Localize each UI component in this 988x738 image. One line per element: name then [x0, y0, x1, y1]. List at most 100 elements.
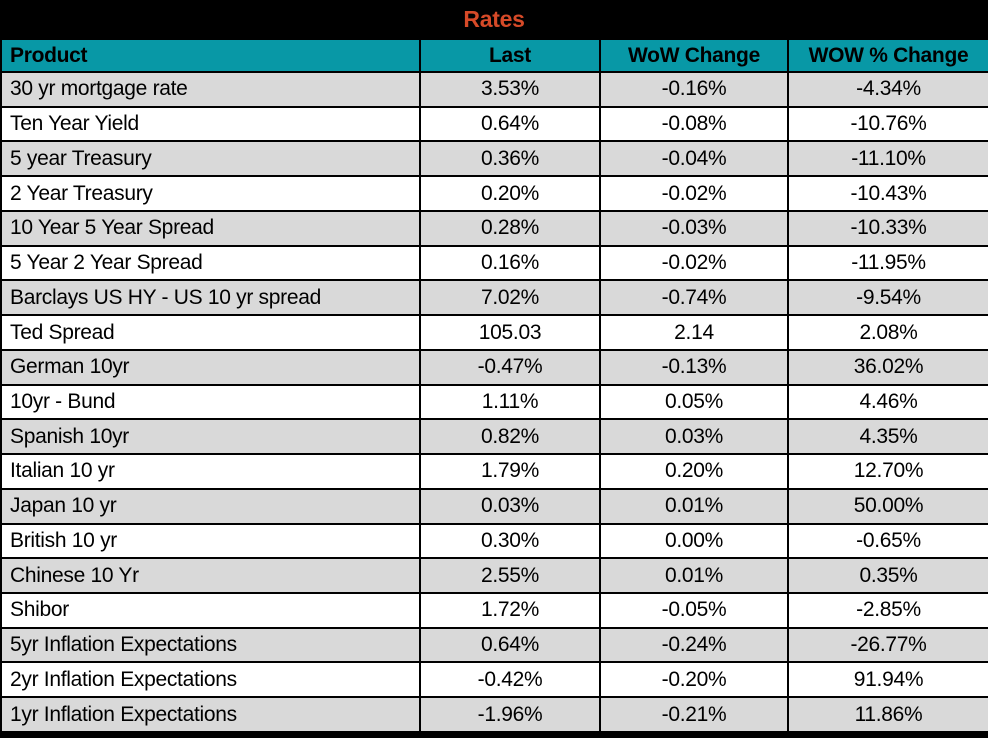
- wow-change-cell: -0.13%: [599, 348, 789, 386]
- last-cell: 1.79%: [419, 453, 601, 490]
- product-cell: 2yr Inflation Expectations: [0, 661, 421, 699]
- column-header-wow-change: WoW Change: [599, 38, 789, 73]
- wow-change-cell: -0.24%: [599, 626, 789, 664]
- product-cell: 10 Year 5 Year Spread: [0, 209, 421, 247]
- last-cell: -1.96%: [419, 696, 601, 733]
- table-row: 10 Year 5 Year Spread 0.28% -0.03% -10.33%: [0, 209, 988, 247]
- wow-change-cell: 2.14: [599, 314, 789, 351]
- wow-change-cell: -0.05%: [599, 592, 789, 629]
- table-row: Chinese 10 Yr 2.55% 0.01% 0.35%: [0, 557, 988, 595]
- product-cell: Barclays US HY - US 10 yr spread: [0, 279, 421, 317]
- wow-pct-change-cell: 0.35%: [787, 557, 988, 595]
- last-cell: 0.28%: [419, 209, 601, 247]
- wow-pct-change-cell: 4.35%: [787, 418, 988, 456]
- last-cell: 2.55%: [419, 557, 601, 595]
- header-row: Product Last WoW Change WOW % Change: [0, 38, 988, 73]
- wow-pct-change-cell: -11.10%: [787, 140, 988, 178]
- product-cell: Ten Year Yield: [0, 105, 421, 143]
- product-cell: Japan 10 yr: [0, 487, 421, 525]
- table-row: German 10yr -0.47% -0.13% 36.02%: [0, 348, 988, 386]
- wow-pct-change-cell: 91.94%: [787, 661, 988, 699]
- product-cell: 5 Year 2 Year Spread: [0, 244, 421, 282]
- product-cell: Spanish 10yr: [0, 418, 421, 456]
- table-row: Ten Year Yield 0.64% -0.08% -10.76%: [0, 105, 988, 143]
- last-cell: 0.82%: [419, 418, 601, 456]
- product-cell: 30 yr mortgage rate: [0, 71, 421, 108]
- last-cell: 3.53%: [419, 71, 601, 108]
- product-cell: 2 Year Treasury: [0, 175, 421, 212]
- last-cell: 0.36%: [419, 140, 601, 178]
- wow-pct-change-cell: -10.43%: [787, 175, 988, 212]
- table-row: 5yr Inflation Expectations 0.64% -0.24% -26…: [0, 626, 988, 664]
- last-cell: 0.03%: [419, 487, 601, 525]
- column-header-last: Last: [419, 38, 601, 73]
- table-body: 30 yr mortgage rate 3.53% -0.16% -4.34% Ten …: [0, 71, 988, 733]
- wow-change-cell: -0.02%: [599, 175, 789, 212]
- table-row: 1yr Inflation Expectations -1.96% -0.21% 11…: [0, 696, 988, 733]
- wow-pct-change-cell: -2.85%: [787, 592, 988, 629]
- wow-change-cell: 0.20%: [599, 453, 789, 490]
- product-cell: 5yr Inflation Expectations: [0, 626, 421, 664]
- table-row: Ted Spread 105.03 2.14 2.08%: [0, 314, 988, 351]
- wow-change-cell: -0.21%: [599, 696, 789, 733]
- wow-change-cell: 0.01%: [599, 487, 789, 525]
- wow-change-cell: 0.03%: [599, 418, 789, 456]
- wow-change-cell: -0.16%: [599, 71, 789, 108]
- table-row: 2yr Inflation Expectations -0.42% -0.20% 91…: [0, 661, 988, 699]
- wow-change-cell: -0.04%: [599, 140, 789, 178]
- rates-table: Product Last WoW Change WOW % Change 30 …: [0, 38, 988, 733]
- wow-pct-change-cell: 2.08%: [787, 314, 988, 351]
- table-row: 5 year Treasury 0.36% -0.04% -11.10%: [0, 140, 988, 178]
- wow-pct-change-cell: 12.70%: [787, 453, 988, 490]
- wow-change-cell: 0.00%: [599, 522, 789, 560]
- last-cell: 1.72%: [419, 592, 601, 629]
- last-cell: 0.16%: [419, 244, 601, 282]
- last-cell: 0.64%: [419, 626, 601, 664]
- wow-pct-change-cell: -10.33%: [787, 209, 988, 247]
- product-cell: Shibor: [0, 592, 421, 629]
- table-row: Japan 10 yr 0.03% 0.01% 50.00%: [0, 487, 988, 525]
- last-cell: 0.20%: [419, 175, 601, 212]
- wow-pct-change-cell: -9.54%: [787, 279, 988, 317]
- table-row: 5 Year 2 Year Spread 0.16% -0.02% -11.95%: [0, 244, 988, 282]
- table-row: 10yr - Bund 1.11% 0.05% 4.46%: [0, 383, 988, 421]
- wow-pct-change-cell: 50.00%: [787, 487, 988, 525]
- last-cell: 1.11%: [419, 383, 601, 421]
- column-header-product: Product: [0, 38, 421, 73]
- product-cell: British 10 yr: [0, 522, 421, 560]
- wow-pct-change-cell: -10.76%: [787, 105, 988, 143]
- product-cell: 10yr - Bund: [0, 383, 421, 421]
- product-cell: Italian 10 yr: [0, 453, 421, 490]
- last-cell: 0.30%: [419, 522, 601, 560]
- table-row: Italian 10 yr 1.79% 0.20% 12.70%: [0, 453, 988, 490]
- wow-change-cell: 0.01%: [599, 557, 789, 595]
- product-cell: 5 year Treasury: [0, 140, 421, 178]
- table-row: 30 yr mortgage rate 3.53% -0.16% -4.34%: [0, 71, 988, 108]
- table-row: 2 Year Treasury 0.20% -0.02% -10.43%: [0, 175, 988, 212]
- last-cell: 0.64%: [419, 105, 601, 143]
- wow-pct-change-cell: 11.86%: [787, 696, 988, 733]
- last-cell: 7.02%: [419, 279, 601, 317]
- table-title-bar: Rates: [0, 0, 988, 38]
- wow-change-cell: -0.08%: [599, 105, 789, 143]
- wow-pct-change-cell: -0.65%: [787, 522, 988, 560]
- wow-pct-change-cell: -26.77%: [787, 626, 988, 664]
- product-cell: German 10yr: [0, 348, 421, 386]
- wow-change-cell: -0.74%: [599, 279, 789, 317]
- wow-change-cell: -0.02%: [599, 244, 789, 282]
- wow-change-cell: -0.20%: [599, 661, 789, 699]
- wow-pct-change-cell: -4.34%: [787, 71, 988, 108]
- product-cell: 1yr Inflation Expectations: [0, 696, 421, 733]
- wow-pct-change-cell: 36.02%: [787, 348, 988, 386]
- last-cell: -0.47%: [419, 348, 601, 386]
- table-title: Rates: [463, 5, 525, 32]
- table-row: Barclays US HY - US 10 yr spread 7.02% -0.…: [0, 279, 988, 317]
- column-header-wow-pct-change: WOW % Change: [787, 38, 988, 73]
- wow-change-cell: -0.03%: [599, 209, 789, 247]
- wow-change-cell: 0.05%: [599, 383, 789, 421]
- product-cell: Chinese 10 Yr: [0, 557, 421, 595]
- table-row: Spanish 10yr 0.82% 0.03% 4.35%: [0, 418, 988, 456]
- wow-pct-change-cell: -11.95%: [787, 244, 988, 282]
- table-row: Shibor 1.72% -0.05% -2.85%: [0, 592, 988, 629]
